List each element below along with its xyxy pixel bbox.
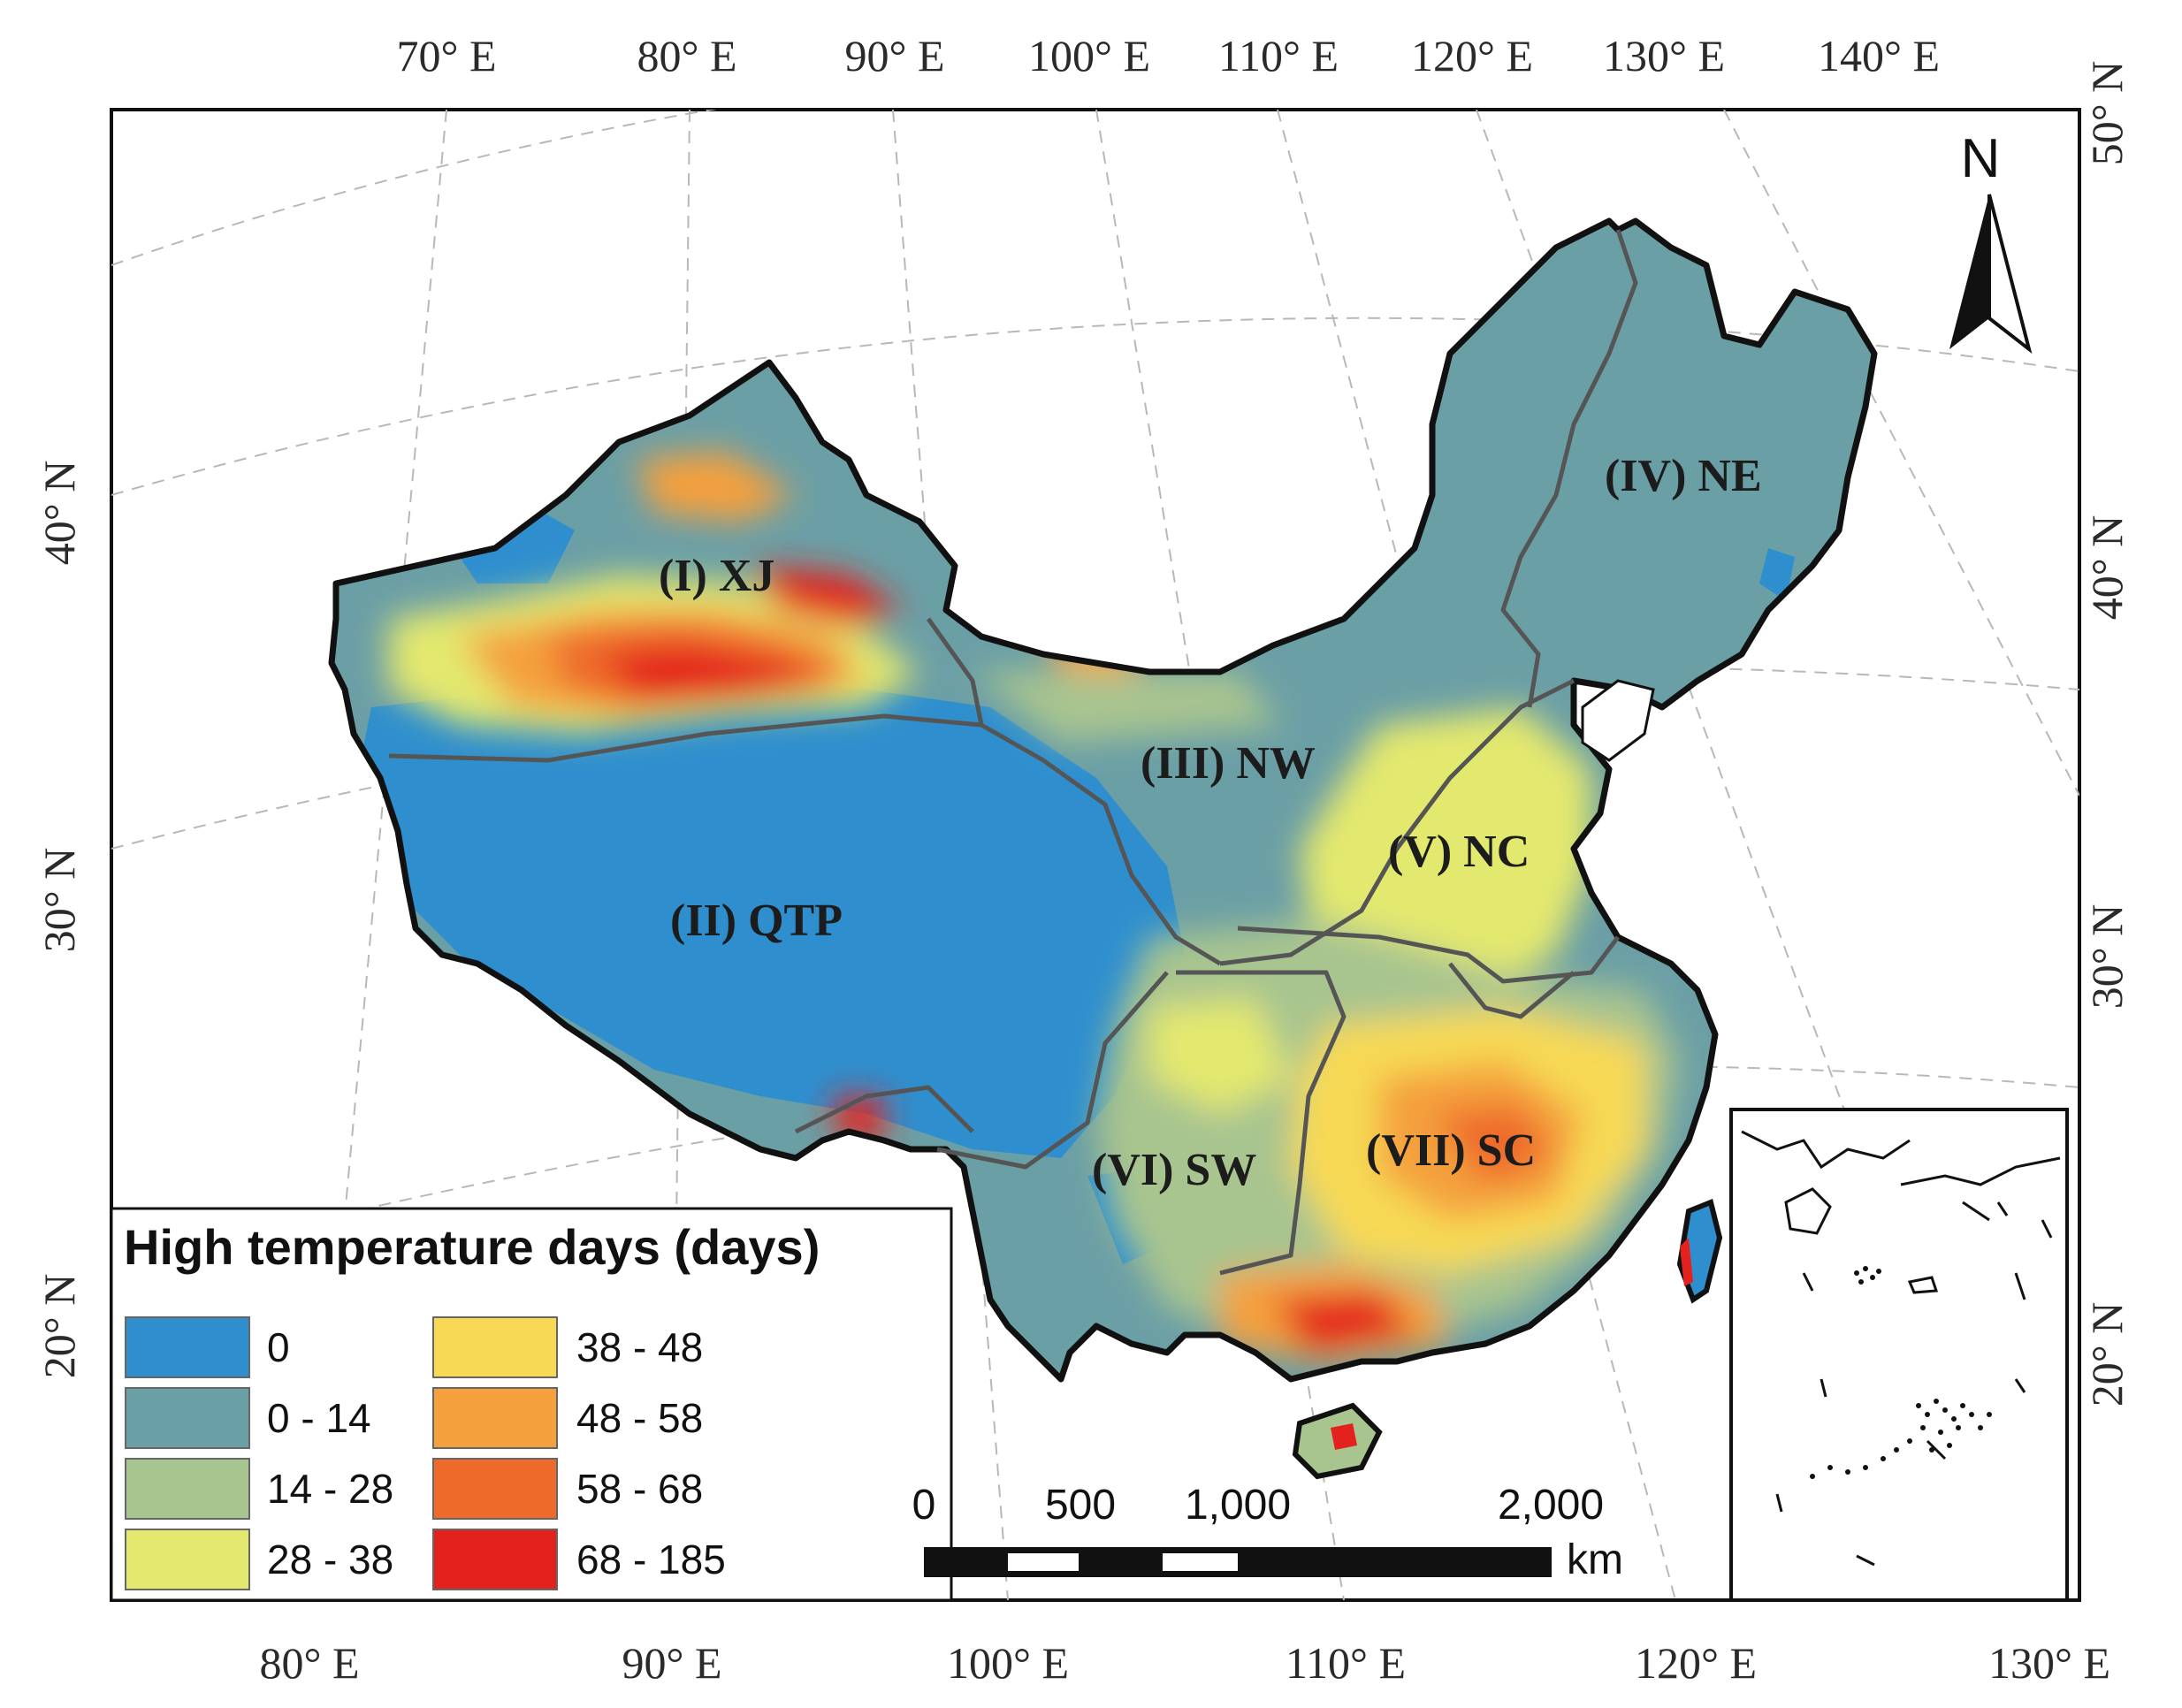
scale-tick-2: 1,000 — [1185, 1482, 1291, 1529]
legend-swatch-7 — [432, 1529, 558, 1590]
legend-label-4: 38 - 48 — [576, 1324, 703, 1370]
legend-swatch-2 — [125, 1458, 250, 1520]
left-latitude-labels: 40° N 30° N 20° N — [34, 461, 84, 1379]
north-arrow-label: N — [1961, 128, 2001, 189]
top-longitude-labels: 70° E 80° E 90° E 100° E 110° E 120° E 1… — [396, 31, 1940, 80]
region-label-nc: (V) NC — [1388, 827, 1530, 877]
legend-swatch-5 — [432, 1387, 558, 1449]
legend-swatch-3 — [125, 1529, 250, 1590]
legend-label-1: 0 - 14 — [267, 1395, 371, 1441]
legend-label-7: 68 - 185 — [576, 1536, 726, 1582]
legend-label-5: 48 - 58 — [576, 1395, 703, 1441]
region-label-qtp: (II) QTP — [670, 896, 843, 946]
legend-swatch-0 — [125, 1316, 250, 1378]
legend: High temperature days (days) 0 0 - 14 14… — [110, 1207, 953, 1602]
scale-tick-1: 500 — [1045, 1482, 1116, 1529]
south-china-sea-inset — [1729, 1108, 2069, 1602]
top-lon-label-140: 140° E — [1818, 31, 1940, 80]
bottom-longitude-labels: 80° E 90° E 100° E 110° E 120° E 130° E — [259, 1638, 2110, 1688]
legend-swatch-6 — [432, 1458, 558, 1520]
scale-bar: 0 500 1,000 2,000 km — [912, 1482, 1623, 1583]
top-lon-label-120: 120° E — [1411, 31, 1533, 80]
legend-swatch-1 — [125, 1387, 250, 1449]
region-label-nw: (III) NW — [1141, 738, 1316, 789]
top-lon-label-130: 130° E — [1603, 31, 1725, 80]
legend-label-3: 28 - 38 — [267, 1536, 393, 1582]
right-lat-label-30: 30° N — [2082, 904, 2132, 1010]
region-label-ne: (IV) NE — [1605, 451, 1762, 501]
left-lat-label-40: 40° N — [34, 461, 84, 566]
legend-swatch-4 — [432, 1316, 558, 1378]
bottom-lon-label-100: 100° E — [947, 1638, 1069, 1688]
region-label-sw: (VI) SW — [1092, 1145, 1256, 1195]
bottom-lon-label-90: 90° E — [622, 1638, 721, 1688]
bottom-lon-label-120: 120° E — [1635, 1638, 1757, 1688]
region-boundaries — [388, 229, 1638, 1276]
legend-title: High temperature days (days) — [124, 1219, 820, 1275]
north-arrow: N — [1949, 128, 2033, 355]
top-lon-label-90: 90° E — [844, 31, 944, 80]
top-lon-label-110: 110° E — [1218, 31, 1339, 80]
right-lat-label-20: 20° N — [2082, 1302, 2132, 1407]
legend-label-2: 14 - 28 — [267, 1466, 393, 1512]
legend-label-0: 0 — [267, 1324, 290, 1370]
north-arrow-icon — [1949, 194, 1989, 349]
top-lon-label-100: 100° E — [1028, 31, 1150, 80]
scale-unit: km — [1567, 1536, 1623, 1583]
right-lat-label-50: 50° N — [2082, 61, 2132, 166]
bottom-lon-label-130: 130° E — [1988, 1638, 2110, 1688]
right-latitude-labels: 50° N 40° N 30° N 20° N — [2082, 61, 2132, 1407]
legend-label-6: 58 - 68 — [576, 1466, 703, 1512]
right-lat-label-40: 40° N — [2082, 515, 2132, 621]
left-lat-label-30: 30° N — [34, 848, 84, 953]
region-label-xj: (I) XJ — [659, 551, 774, 601]
left-lat-label-20: 20° N — [34, 1274, 84, 1379]
scale-tick-3: 2,000 — [1498, 1482, 1604, 1529]
top-lon-label-80: 80° E — [637, 31, 736, 80]
bottom-lon-label-80: 80° E — [259, 1638, 359, 1688]
top-lon-label-70: 70° E — [396, 31, 496, 80]
bottom-lon-label-110: 110° E — [1286, 1638, 1406, 1688]
region-label-sc: (VII) SC — [1366, 1125, 1536, 1176]
scale-tick-0: 0 — [912, 1482, 936, 1529]
